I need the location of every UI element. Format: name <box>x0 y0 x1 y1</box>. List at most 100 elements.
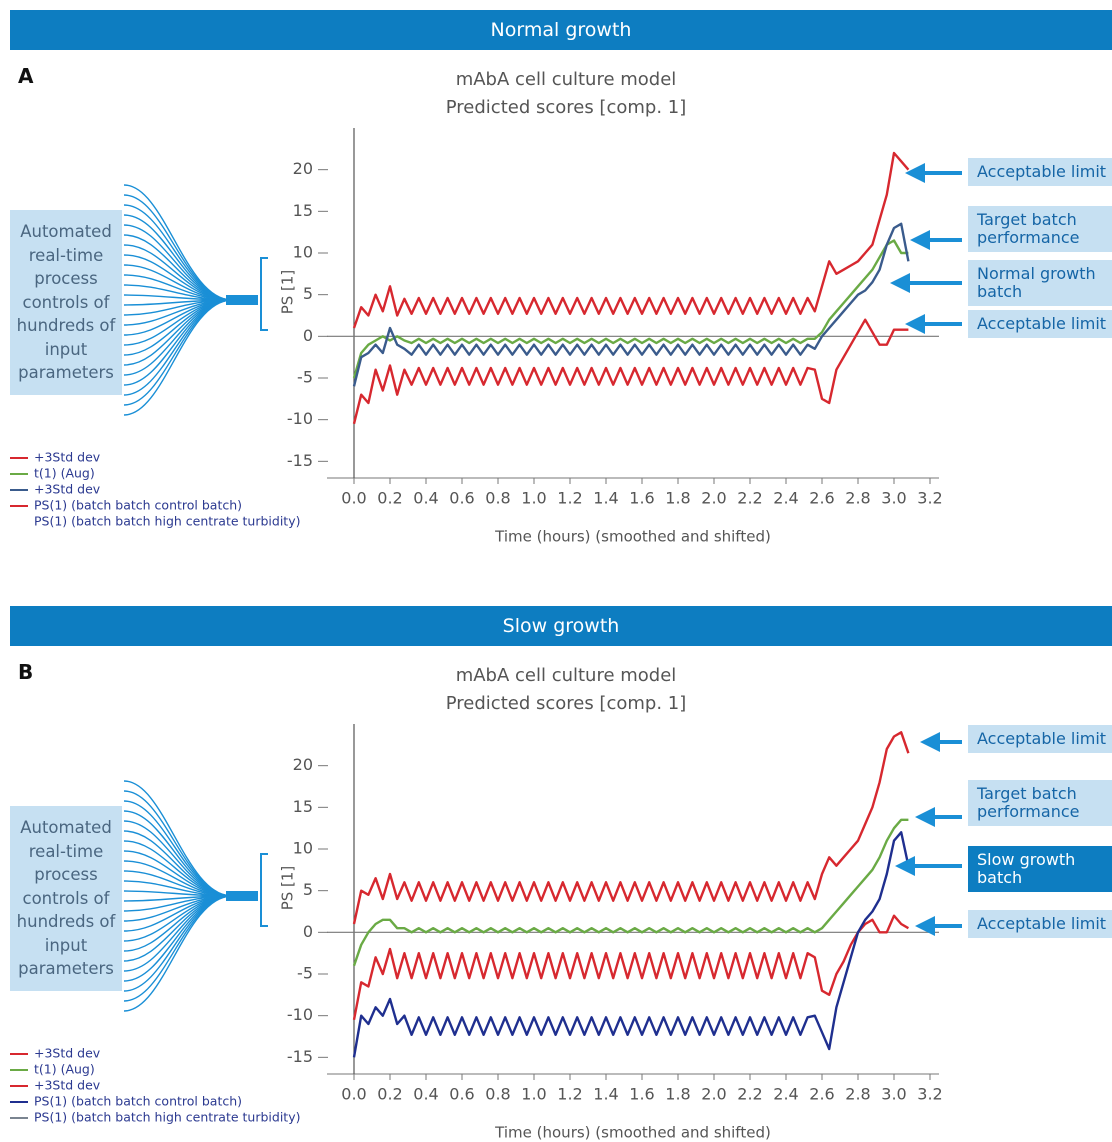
annotation-box: Target batch performance <box>968 206 1112 252</box>
x-tick-label: 2.4 <box>773 1085 798 1104</box>
fan-line <box>124 300 232 415</box>
x-tick-label: 0.2 <box>377 1085 402 1104</box>
x-tick-label: 1.8 <box>665 489 690 508</box>
page: {"panels":[ {"header":"Normal growth","l… <box>0 0 1112 1142</box>
annotation-box: Acceptable limit <box>968 158 1112 186</box>
legend-label: PS(1) (batch batch control batch) <box>34 498 242 513</box>
fan-line <box>124 185 232 300</box>
y-tick-label: 20 <box>293 159 313 178</box>
x-tick-label: 2.8 <box>845 489 870 508</box>
y-tick-label: 15 <box>293 201 313 220</box>
x-tick-label: 2.8 <box>845 1085 870 1104</box>
x-tick-label: 0.8 <box>485 489 510 508</box>
x-tick-label: 2.0 <box>701 1085 726 1104</box>
fan-line <box>124 300 232 355</box>
legend-label: PS(1) (batch batch high centrate turbidi… <box>34 1110 301 1125</box>
fan-line <box>124 841 232 896</box>
x-tick-label: 1.8 <box>665 1085 690 1104</box>
y-tick-label: -5 <box>297 964 313 983</box>
x-tick-label: 0.4 <box>413 1085 438 1104</box>
panel-letter: A <box>18 64 33 88</box>
x-tick-label: 2.2 <box>737 1085 762 1104</box>
x-tick-label: 1.4 <box>593 489 618 508</box>
x-tick-label: 0.4 <box>413 489 438 508</box>
fan-bar <box>226 891 258 901</box>
x-tick-label: 2.6 <box>809 1085 834 1104</box>
legend-label: PS(1) (batch batch control batch) <box>34 1094 242 1109</box>
x-tick-label: 3.2 <box>917 1085 942 1104</box>
x-tick-label: 1.6 <box>629 489 654 508</box>
y-tick-label: 0 <box>303 326 313 345</box>
figure: -15 -10 -5 0 5 10 15 20 0.0 0.2 0.4 0.6 0.8 1.0 1.2 1.4… <box>0 0 1112 1142</box>
annotation-arrowhead <box>915 807 935 827</box>
x-tick-label: 0.8 <box>485 1085 510 1104</box>
annotation-arrowhead <box>910 230 930 250</box>
annotation-box: Normal growth batch <box>968 260 1112 306</box>
fan-line <box>124 896 232 1011</box>
annotation-box: Acceptable limit <box>968 910 1112 938</box>
x-tick-label: 3.0 <box>881 489 906 508</box>
x-tick-label: 2.6 <box>809 489 834 508</box>
y-tick-label: 20 <box>293 755 313 774</box>
x-tick-label: 0.0 <box>341 1085 366 1104</box>
panel-letter: B <box>18 660 33 684</box>
annotation-arrowhead <box>905 314 925 334</box>
y-axis-label: PS [1] <box>279 270 297 315</box>
y-tick-label: -10 <box>287 1005 313 1024</box>
y-tick-label: -5 <box>297 368 313 387</box>
x-tick-label: 3.2 <box>917 489 942 508</box>
chart-subtitle: Predicted scores [comp. 1] <box>300 690 832 718</box>
y-tick-label: 0 <box>303 922 313 941</box>
fan-line <box>124 781 232 896</box>
bracket <box>261 258 268 330</box>
chart-subtitle: Predicted scores [comp. 1] <box>300 94 832 122</box>
x-tick-label: 2.2 <box>737 489 762 508</box>
x-tick-label: 1.4 <box>593 1085 618 1104</box>
annotation-arrowhead <box>905 163 925 183</box>
x-tick-label: 0.6 <box>449 1085 474 1104</box>
x-tick-label: 0.6 <box>449 489 474 508</box>
x-tick-label: 1.2 <box>557 1085 582 1104</box>
panel-header: Normal growth <box>10 10 1112 50</box>
series-line <box>354 153 908 328</box>
x-tick-label: 2.0 <box>701 489 726 508</box>
x-tick-label: 0.0 <box>341 489 366 508</box>
series-line <box>354 320 908 424</box>
x-axis-label: Time (hours) (smoothed and shifted) <box>494 528 771 546</box>
x-tick-label: 1.6 <box>629 1085 654 1104</box>
annotation-arrowhead <box>890 273 910 293</box>
annotation-box: Slow growth batch <box>968 846 1112 892</box>
fan-bar <box>226 295 258 305</box>
x-tick-label: 0.2 <box>377 489 402 508</box>
annotation-arrowhead <box>915 916 935 936</box>
legend-label: +3Std dev <box>34 1046 101 1061</box>
annotation-box: Acceptable limit <box>968 725 1112 753</box>
y-tick-label: 5 <box>303 284 313 303</box>
legend-label: +3Std dev <box>34 482 101 497</box>
x-tick-label: 3.0 <box>881 1085 906 1104</box>
x-tick-label: 1.0 <box>521 1085 546 1104</box>
y-tick-label: -15 <box>287 1047 313 1066</box>
y-tick-label: -10 <box>287 409 313 428</box>
process-label: Automated real-time process controls of … <box>10 210 122 395</box>
fan-line <box>124 896 232 951</box>
x-tick-label: 1.0 <box>521 489 546 508</box>
bracket <box>261 854 268 926</box>
process-label: Automated real-time process controls of … <box>10 806 122 991</box>
legend-label: +3Std dev <box>34 450 101 465</box>
y-tick-label: -15 <box>287 451 313 470</box>
legend-label: t(1) (Aug) <box>34 466 95 481</box>
y-axis-label: PS [1] <box>279 866 297 911</box>
y-tick-label: 5 <box>303 880 313 899</box>
annotation-arrowhead <box>920 732 940 752</box>
x-axis-label: Time (hours) (smoothed and shifted) <box>494 1124 771 1142</box>
x-tick-label: 1.2 <box>557 489 582 508</box>
chart-title: mAbA cell culture model <box>300 662 832 690</box>
chart-title: mAbA cell culture model <box>300 66 832 94</box>
fan-line <box>124 245 232 300</box>
panel-header: Slow growth <box>10 606 1112 646</box>
y-tick-label: 10 <box>293 839 313 858</box>
legend-label: +3Std dev <box>34 1078 101 1093</box>
annotation-box: Target batch performance <box>968 780 1112 826</box>
legend-label: t(1) (Aug) <box>34 1062 95 1077</box>
